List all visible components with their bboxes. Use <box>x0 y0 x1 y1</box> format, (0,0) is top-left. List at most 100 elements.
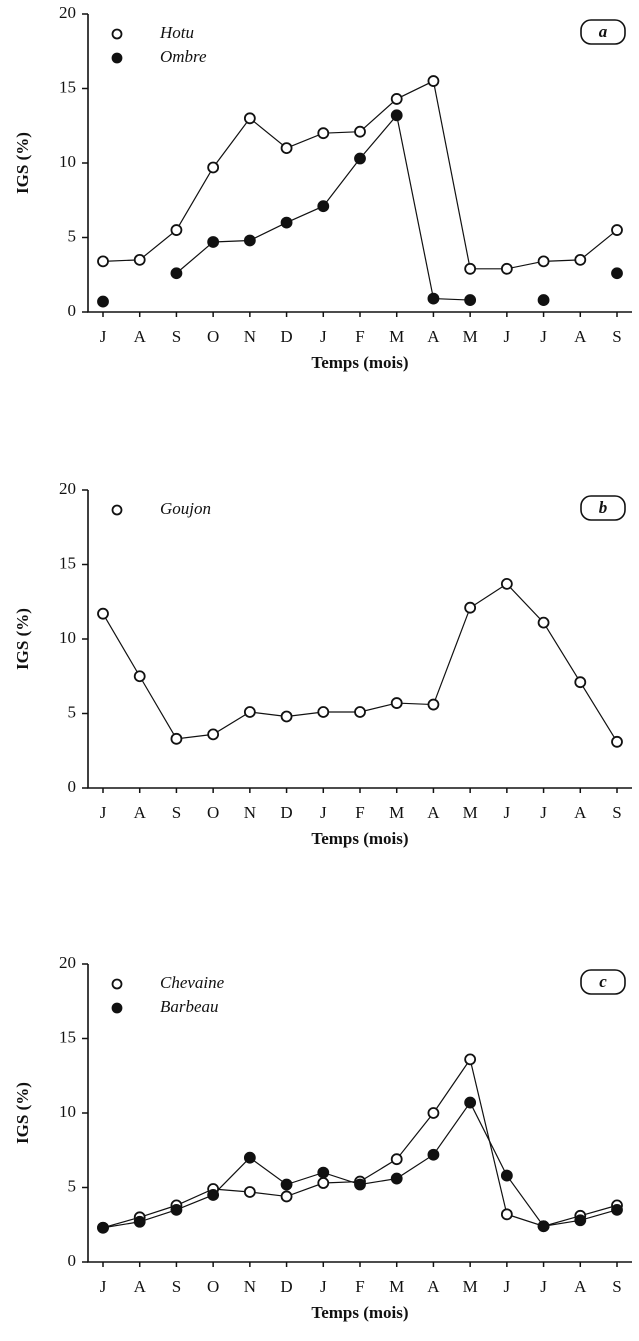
x-axis-label: Temps (mois) <box>311 1303 408 1322</box>
data-point <box>280 710 293 723</box>
data-point <box>354 1178 366 1191</box>
x-tick-label: J <box>100 1277 107 1296</box>
panel-label: a <box>599 22 608 41</box>
data-point <box>611 267 623 280</box>
x-tick-label: D <box>280 327 292 346</box>
data-point <box>390 93 403 105</box>
axis <box>87 490 632 789</box>
legend-label: Hotu <box>159 23 194 42</box>
data-point <box>574 1214 587 1227</box>
x-tick-label: A <box>574 327 587 346</box>
x-tick-label: N <box>244 1277 256 1296</box>
panel-box <box>580 19 626 45</box>
data-point <box>537 616 550 629</box>
x-tick-label: M <box>463 327 478 346</box>
y-tick-label: 20 <box>59 953 76 972</box>
y-tick-label: 10 <box>59 152 76 171</box>
y-tick-label: 10 <box>59 628 76 647</box>
y-tick-label: 15 <box>59 553 76 572</box>
data-point <box>207 1189 220 1201</box>
chart-panel: 0 5 10 15 20 J A S O N D J F M A M J J A S Temps (mois) IGS (… <box>13 479 632 848</box>
x-tick-label: F <box>355 1277 364 1296</box>
panel-label: b <box>599 498 608 517</box>
y-tick-label: 20 <box>59 479 76 498</box>
data-point <box>97 295 109 308</box>
data-point <box>317 200 330 213</box>
y-axis-label: IGS (%) <box>13 132 32 194</box>
data-point <box>133 253 146 266</box>
legend-marker <box>111 978 123 990</box>
y-tick-label: 15 <box>59 77 76 96</box>
x-tick-label: A <box>574 803 587 822</box>
panel-box <box>580 969 626 995</box>
data-point <box>574 676 587 689</box>
x-tick-label: M <box>389 803 404 822</box>
y-tick-label: 10 <box>59 1102 76 1121</box>
x-tick-label: J <box>100 327 107 346</box>
data-point <box>207 161 220 174</box>
data-point <box>207 728 220 741</box>
data-point <box>170 1203 183 1216</box>
data-point <box>390 109 403 122</box>
data-point <box>537 255 550 268</box>
data-point <box>317 127 330 140</box>
x-tick-label: A <box>134 327 147 346</box>
x-tick-label: S <box>612 327 621 346</box>
data-point <box>97 607 109 620</box>
series-line <box>102 583 618 743</box>
x-tick-label: J <box>504 803 511 822</box>
data-point <box>170 732 183 745</box>
y-tick-label: 5 <box>68 226 77 245</box>
x-axis-label: Temps (mois) <box>311 829 408 848</box>
data-point <box>354 152 366 165</box>
data-point <box>464 1053 477 1066</box>
y-axis-label: IGS (%) <box>13 1082 32 1144</box>
data-point <box>500 1169 513 1182</box>
legend-label: Goujon <box>160 499 211 518</box>
data-point <box>427 75 440 87</box>
legend-marker <box>111 52 123 64</box>
data-point <box>280 1178 293 1191</box>
x-tick-label: J <box>100 803 107 822</box>
data-point <box>500 262 513 275</box>
data-point <box>574 253 587 266</box>
y-tick-label: 0 <box>68 301 77 320</box>
data-point <box>280 216 293 229</box>
data-point <box>500 577 513 590</box>
legend-marker <box>111 1002 123 1014</box>
y-tick-label: 0 <box>68 1251 77 1270</box>
y-tick-label: 20 <box>59 3 76 22</box>
data-point <box>280 142 293 155</box>
x-tick-label: M <box>463 803 478 822</box>
data-point <box>280 1190 293 1203</box>
legend-marker <box>111 28 123 40</box>
x-tick-label: M <box>389 327 404 346</box>
x-tick-label: J <box>504 327 511 346</box>
data-point <box>133 670 146 683</box>
x-tick-label: S <box>612 1277 621 1296</box>
legend-label: Chevaine <box>160 973 225 992</box>
series-line <box>176 115 617 300</box>
data-point <box>611 1203 623 1216</box>
data-point <box>133 1215 146 1228</box>
data-point <box>243 234 256 247</box>
x-tick-label: N <box>244 327 256 346</box>
x-tick-label: S <box>172 327 181 346</box>
x-tick-label: O <box>207 327 219 346</box>
data-point <box>427 698 440 711</box>
data-point <box>464 294 477 306</box>
data-point <box>464 262 477 275</box>
x-tick-label: M <box>389 1277 404 1296</box>
data-point <box>317 706 330 718</box>
x-tick-label: D <box>280 803 292 822</box>
data-point <box>427 1148 440 1161</box>
data-point <box>207 236 220 248</box>
data-point <box>354 125 366 138</box>
data-point <box>97 1221 109 1234</box>
data-point <box>243 1151 256 1164</box>
data-point <box>243 1186 256 1198</box>
x-tick-label: A <box>574 1277 587 1296</box>
x-tick-label: A <box>427 803 440 822</box>
data-point <box>390 697 403 709</box>
x-tick-label: O <box>207 803 219 822</box>
